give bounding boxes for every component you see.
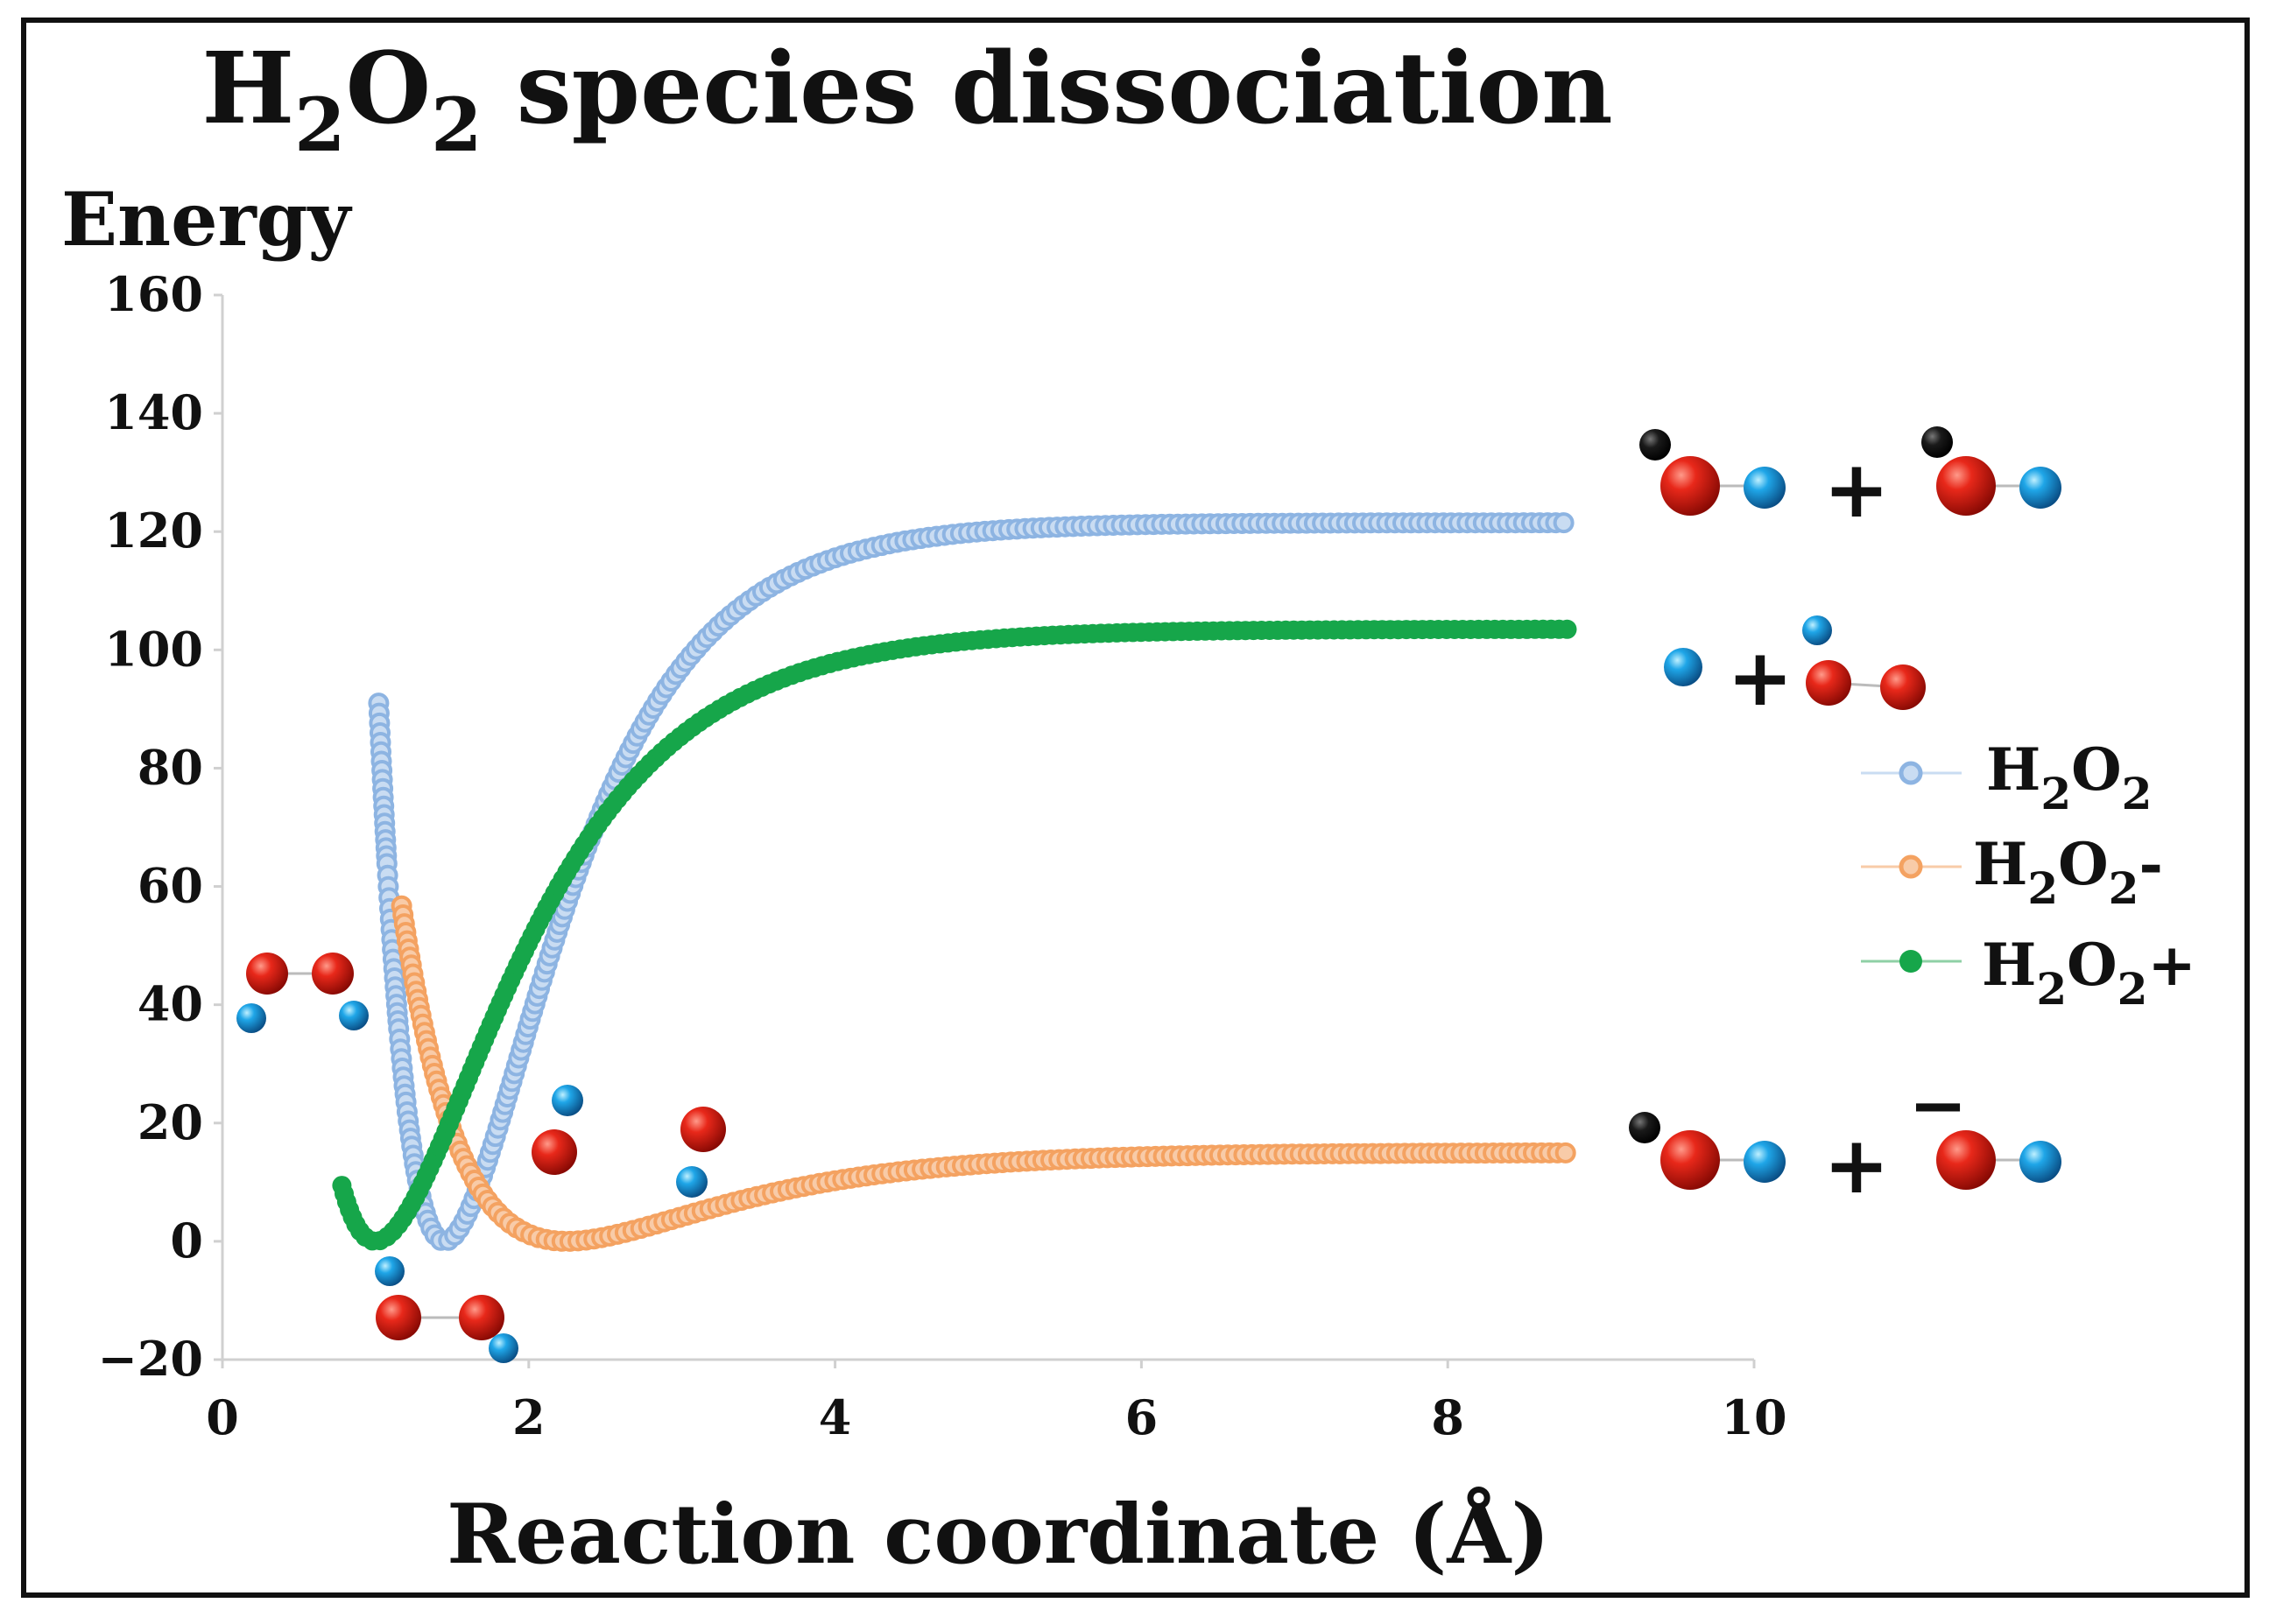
hydrogen-atom (1744, 1141, 1786, 1183)
y-axis-title: Energy (61, 176, 353, 263)
oxygen-atom (1880, 664, 1926, 710)
x-ticks: 0 2 4 6 8 10 (206, 1360, 1787, 1445)
legend-item-h2o2-minus: H2O2- (1861, 830, 2163, 914)
oxygen-atom (1806, 660, 1851, 706)
molecule-h2o2-stretched (532, 1085, 726, 1198)
x-tick-label: 8 (1431, 1389, 1464, 1445)
hydrogen-atom (552, 1085, 583, 1116)
legend-marker-h2o2-minus (1899, 854, 1923, 879)
chart-title: H2O2 species dissociation (201, 32, 1612, 168)
hydrogen-atom (1744, 467, 1786, 509)
x-tick-label: 0 (206, 1389, 239, 1445)
legend: H2O2 H2O2- H2O2+ (1861, 735, 2196, 1015)
title-o: O (346, 32, 432, 146)
oxygen-atom (312, 953, 354, 995)
y-tick-label: 60 (137, 858, 203, 914)
y-tick-label: −20 (98, 1331, 203, 1387)
hydrogen-atom (489, 1333, 518, 1363)
y-tick-label: 160 (104, 266, 203, 322)
products-h-ho2: + (1664, 615, 1926, 724)
title-sub2: 2 (431, 81, 482, 168)
molecule-h2o2-left (236, 953, 369, 1033)
oxygen-atom (459, 1295, 504, 1340)
x-tick-label: 4 (819, 1389, 852, 1445)
oxygen-atom (532, 1129, 577, 1175)
oxygen-atom (246, 953, 288, 995)
legend-marker-h2o2 (1899, 761, 1923, 785)
y-tick-label: 80 (137, 739, 203, 795)
data-point (1557, 619, 1577, 639)
hydrogen-atom (1802, 615, 1832, 645)
hydrogen-atom (236, 1003, 266, 1033)
y-ticks: 160 140 120 100 80 60 40 20 0 −20 (98, 266, 222, 1387)
products-oh-ohminus: + − (1629, 1065, 2061, 1212)
oxygen-atom (376, 1295, 421, 1340)
legend-marker-h2o2-plus (1899, 950, 1922, 973)
electron-dot (1629, 1112, 1660, 1143)
y-tick-label: 100 (104, 621, 203, 677)
legend-label-h2o2-plus: H2O2+ (1982, 931, 2196, 1015)
title-sub1: 2 (294, 81, 345, 168)
plus-sign: + (1727, 632, 1793, 724)
x-axis-title: Reaction coordinate (Å) (447, 1486, 1550, 1583)
title-h: H (201, 32, 294, 146)
title-rest: species dissociation (483, 32, 1613, 146)
x-tick-label: 2 (512, 1389, 546, 1445)
series-layer (332, 512, 1577, 1252)
y-tick-label: 0 (170, 1213, 203, 1269)
molecule-h2o2-bottom (375, 1256, 518, 1363)
y-tick-label: 40 (137, 976, 203, 1032)
data-point (1554, 1142, 1576, 1164)
legend-label-h2o2: H2O2 (1986, 735, 2152, 819)
series-line (400, 905, 1566, 1243)
oxygen-atom (680, 1107, 726, 1152)
y-tick-label: 140 (104, 384, 203, 440)
y-tick-label: 20 (137, 1094, 203, 1150)
legend-item-h2o2-plus: H2O2+ (1861, 931, 2196, 1015)
hydrogen-atom (339, 1001, 369, 1030)
hydrogen-atom (2019, 467, 2061, 509)
hydrogen-atom (1664, 648, 1702, 686)
oxygen-atom (1660, 1130, 1720, 1190)
hydrogen-atom (375, 1256, 405, 1286)
electron-dot (1639, 429, 1671, 460)
plus-sign: + (1823, 444, 1889, 536)
figure-frame (21, 18, 2250, 1598)
oxygen-atom (1936, 456, 1996, 516)
data-point (1553, 512, 1575, 534)
series-h2o2- (332, 619, 1577, 1251)
oxygen-atom (1660, 456, 1720, 516)
products-oh-oh: + (1639, 426, 2061, 536)
electron-dot (1921, 426, 1953, 458)
x-tick-label: 10 (1721, 1389, 1786, 1445)
legend-item-h2o2: H2O2 (1861, 735, 2152, 819)
y-tick-label: 120 (104, 503, 203, 559)
x-tick-label: 6 (1125, 1389, 1159, 1445)
oxygen-atom (1936, 1130, 1996, 1190)
hydrogen-atom (2019, 1141, 2061, 1183)
legend-label-h2o2-minus: H2O2- (1973, 830, 2163, 914)
series-h2o2- (391, 895, 1576, 1252)
hydrogen-atom (676, 1166, 708, 1198)
plus-sign: + (1823, 1120, 1889, 1212)
